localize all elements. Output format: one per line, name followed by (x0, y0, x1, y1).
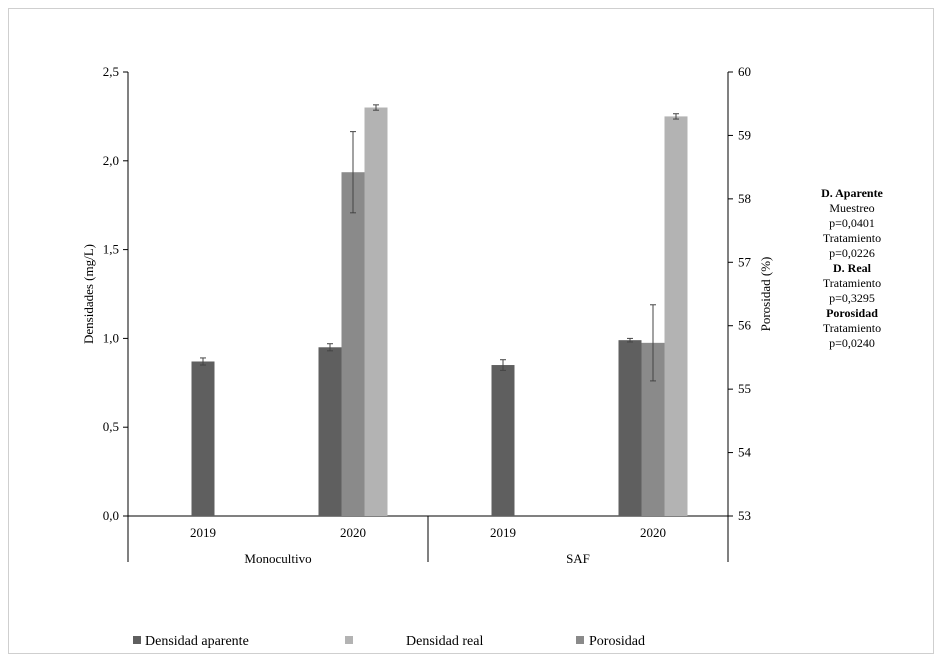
stat-line: p=0,0226 (829, 246, 875, 260)
left-tick-label: 1,5 (103, 242, 119, 257)
right-tick-label: 58 (738, 191, 751, 206)
stat-line: Porosidad (826, 306, 878, 320)
left-tick-label: 2,0 (103, 153, 119, 168)
category-label: 2020 (340, 525, 366, 540)
error-bars-layer (200, 104, 679, 382)
legend-swatch (133, 636, 141, 644)
legend-label: Densidad aparente (145, 634, 249, 649)
right-tick-label: 54 (738, 445, 752, 460)
chart-frame (8, 8, 934, 654)
category-label: 2019 (190, 525, 216, 540)
left-tick-label: 0,5 (103, 419, 119, 434)
stat-line: Tratamiento (822, 276, 882, 290)
left-tick-label: 2,5 (103, 64, 119, 79)
category-label: 2020 (640, 525, 666, 540)
bar-densidad-aparente (491, 365, 515, 516)
bar-densidad-real (664, 116, 688, 517)
stat-line: Tratamiento (822, 231, 882, 245)
y-axis-title: Densidades (mg/L) (81, 244, 96, 344)
legend-label: Densidad real (406, 634, 483, 649)
legend-swatch (576, 636, 584, 644)
left-tick-label: 0,0 (103, 508, 119, 523)
bar-porosidad (641, 342, 665, 516)
legend-swatch (345, 636, 353, 644)
stat-line: D. Real (833, 261, 871, 275)
legend-label: Porosidad (589, 634, 645, 649)
group-label: Monocultivo (244, 551, 311, 566)
stat-line: Muestreo (829, 201, 875, 215)
bars-layer (191, 107, 688, 517)
right-tick-label: 57 (738, 254, 752, 269)
category-label: 2019 (490, 525, 516, 540)
stat-line: p=0,0401 (829, 216, 875, 230)
statistics-annotation: D. Aparente Muestreo p=0,0401 Tratamiento p=… (790, 186, 914, 351)
stat-line: D. Aparente (821, 186, 883, 200)
y2-axis-title: Porosidad (%) (758, 257, 773, 332)
labels-layer: 0,0 0,5 1,0 1,5 2,0 2,5 53 54 55 56 57 58 59 60 Densid… (81, 64, 773, 566)
stat-line: p=0,3295 (829, 291, 875, 305)
right-tick-label: 60 (738, 64, 751, 79)
bar-densidad-aparente (618, 340, 642, 516)
legend: Densidad aparente Densidad real Porosidad (133, 634, 645, 649)
group-label: SAF (566, 551, 590, 566)
stat-line: p=0,0240 (829, 336, 875, 350)
bar-densidad-aparente (191, 361, 215, 516)
right-tick-label: 56 (738, 318, 752, 333)
bar-densidad-real (364, 107, 388, 517)
right-tick-label: 59 (738, 127, 751, 142)
left-tick-label: 1,0 (103, 330, 119, 345)
right-tick-label: 55 (738, 381, 751, 396)
right-tick-label: 53 (738, 508, 751, 523)
bar-porosidad (341, 172, 365, 516)
stat-line: Tratamiento (822, 321, 882, 335)
bar-densidad-aparente (318, 347, 342, 516)
